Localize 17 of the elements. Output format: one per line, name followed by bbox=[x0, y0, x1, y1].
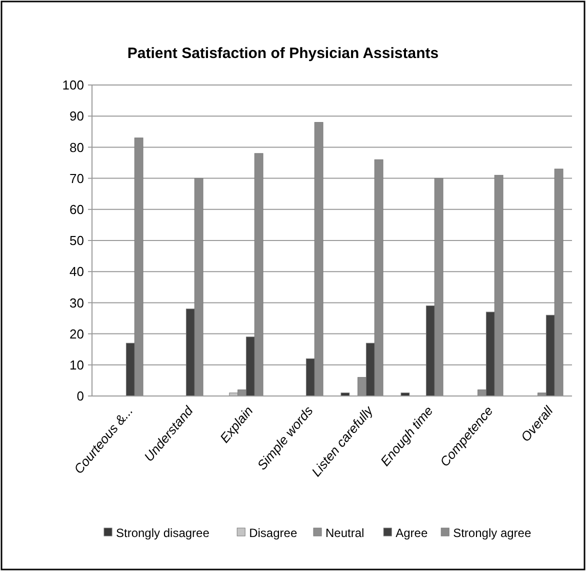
legend-label: Strongly agree bbox=[453, 526, 532, 540]
y-tick-label: 50 bbox=[70, 233, 84, 248]
y-tick-label: 10 bbox=[70, 357, 84, 372]
legend-label: Strongly disagree bbox=[116, 526, 210, 540]
y-tick-label: 60 bbox=[70, 202, 84, 217]
legend-label: Agree bbox=[396, 526, 428, 540]
y-tick-label: 100 bbox=[62, 78, 84, 93]
y-tick-label: 0 bbox=[76, 388, 84, 404]
y-tick-label: 40 bbox=[70, 264, 84, 280]
y-tick-label: 80 bbox=[70, 140, 84, 155]
legend-label: Neutral bbox=[326, 526, 364, 540]
legend-label: Disagree bbox=[249, 526, 298, 540]
y-tick-label: 90 bbox=[70, 108, 84, 124]
y-tick-label: 20 bbox=[70, 326, 84, 342]
y-tick-label: 30 bbox=[70, 295, 84, 310]
chart-title: Patient Satisfaction of Physician Assistants bbox=[127, 45, 439, 62]
y-tick-label: 70 bbox=[70, 170, 84, 186]
